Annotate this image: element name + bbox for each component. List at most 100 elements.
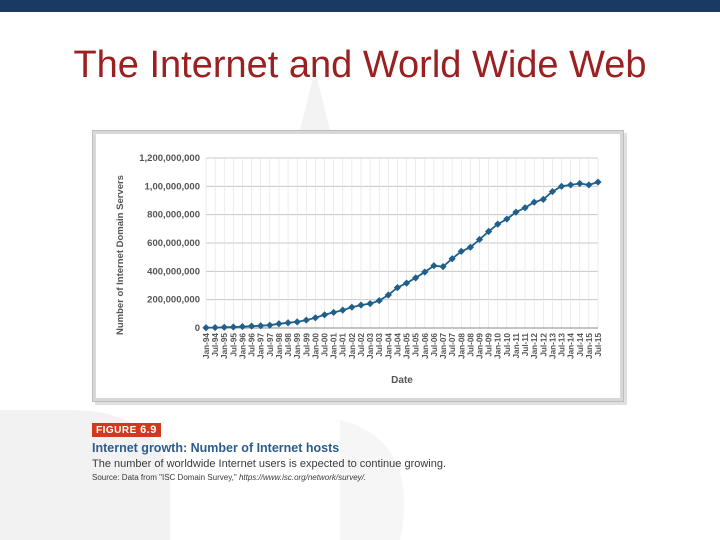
figure-caption: FIGURE 6.9 Internet growth: Number of In… bbox=[92, 420, 652, 482]
chart-frame: 0 200,000,000 400,000,000 600,000,000 800,00… bbox=[92, 130, 624, 402]
x-tick-label: Jul-11 bbox=[521, 333, 530, 357]
x-tick-label: Jan-01 bbox=[330, 333, 339, 359]
data-point bbox=[530, 198, 538, 206]
data-point bbox=[494, 220, 502, 228]
figure-source-prefix: Source: Data from "ISC Domain Survey," bbox=[92, 473, 237, 482]
x-tick-label: Jul-94 bbox=[211, 333, 220, 357]
slide-title: The Internet and World Wide Web bbox=[73, 44, 647, 86]
data-point bbox=[320, 311, 329, 319]
data-point bbox=[339, 306, 347, 314]
data-point bbox=[330, 308, 338, 317]
x-tick-label: Jan-98 bbox=[275, 333, 284, 359]
x-tick-label: Jul-06 bbox=[430, 333, 439, 357]
y-tick-label: 0 bbox=[195, 323, 200, 334]
x-tick-label: Jul-02 bbox=[357, 333, 366, 357]
x-tick-label: Jul-98 bbox=[284, 333, 293, 357]
data-point bbox=[247, 322, 256, 330]
y-tick-label: 1,00,000,000 bbox=[145, 181, 200, 192]
figure-source: Source: Data from "ISC Domain Survey," h… bbox=[92, 473, 652, 482]
data-point bbox=[284, 319, 292, 327]
x-tick-label: Jul-96 bbox=[248, 333, 257, 357]
top-bar bbox=[0, 0, 720, 12]
x-tick-label: Jan-07 bbox=[439, 333, 448, 359]
x-tick-label: Jul-07 bbox=[448, 333, 457, 357]
data-point bbox=[293, 318, 301, 326]
y-tick-label: 600,000,000 bbox=[147, 238, 200, 249]
x-tick-label: Jul-15 bbox=[594, 333, 603, 357]
x-tick-label: Jul-14 bbox=[576, 333, 585, 357]
data-point bbox=[393, 284, 402, 292]
x-tick-label: Jul-10 bbox=[503, 333, 512, 357]
figure-description: The number of worldwide Internet users i… bbox=[92, 458, 447, 470]
x-tick-label: Jan-96 bbox=[238, 333, 247, 359]
data-point bbox=[521, 204, 529, 212]
x-tick-label: Jul-09 bbox=[485, 333, 494, 357]
x-tick-label: Jul-01 bbox=[339, 333, 348, 357]
line-chart: 0 200,000,000 400,000,000 600,000,000 800,00… bbox=[115, 153, 603, 386]
x-tick-label: Jul-97 bbox=[266, 333, 275, 357]
data-point bbox=[348, 303, 356, 311]
x-tick-label: Jan-03 bbox=[366, 333, 375, 359]
data-point bbox=[485, 227, 493, 236]
data-point bbox=[585, 181, 593, 189]
x-tick-label: Jul-04 bbox=[393, 333, 402, 357]
x-tick-label: Jul-12 bbox=[539, 333, 548, 357]
x-tick-label: Jan-05 bbox=[403, 333, 412, 359]
y-tick-label: 400,000,000 bbox=[147, 266, 200, 277]
x-tick-label: Jan-04 bbox=[384, 333, 393, 359]
data-point bbox=[229, 323, 237, 331]
series-line bbox=[205, 181, 599, 329]
data-point bbox=[594, 178, 602, 186]
figure-number: 6.9 bbox=[140, 424, 157, 436]
data-point bbox=[512, 208, 520, 216]
y-tick-label: 1,200,000,000 bbox=[139, 153, 200, 164]
x-tick-label: Jul-13 bbox=[558, 333, 567, 357]
data-point bbox=[238, 322, 247, 331]
x-tick-label: Jan-00 bbox=[311, 333, 320, 359]
figure-badge: FIGURE 6.9 bbox=[92, 423, 161, 437]
data-point bbox=[311, 314, 319, 322]
x-tick-label: Jan-15 bbox=[585, 333, 594, 359]
data-point bbox=[539, 195, 547, 203]
data-point bbox=[302, 316, 310, 324]
x-tick-label: Jul-08 bbox=[466, 333, 475, 357]
data-point bbox=[439, 263, 447, 271]
data-point bbox=[457, 247, 465, 255]
data-point bbox=[402, 279, 411, 287]
x-tick-label: Jan-11 bbox=[512, 333, 521, 359]
data-point bbox=[548, 187, 557, 196]
x-tick-label: Jan-06 bbox=[421, 333, 430, 359]
figure-title: Internet growth: Number of Internet host… bbox=[92, 441, 340, 455]
x-tick-label: Jan-13 bbox=[548, 333, 557, 359]
figure-source-url: https://www.isc.org/network/survey/. bbox=[238, 473, 367, 482]
x-tick-label: Jan-99 bbox=[293, 333, 302, 359]
x-tick-label: Jan-02 bbox=[348, 333, 357, 359]
x-tick-label: Jul-95 bbox=[229, 333, 238, 357]
x-tick-label: Jan-97 bbox=[257, 333, 266, 359]
x-tick-label: Jan-10 bbox=[494, 333, 503, 359]
x-tick-label: Jan-94 bbox=[202, 333, 211, 359]
x-tick-label: Jul-05 bbox=[412, 333, 421, 357]
data-point bbox=[220, 323, 228, 331]
data-point bbox=[567, 181, 575, 189]
x-tick-label: Jul-00 bbox=[321, 333, 330, 357]
data-point bbox=[257, 322, 265, 330]
data-point bbox=[211, 323, 219, 332]
y-tick-label: 800,000,000 bbox=[147, 210, 200, 221]
data-point bbox=[202, 324, 210, 332]
data-point bbox=[557, 182, 566, 190]
y-axis-title: Number of Internet Domain Servers bbox=[115, 175, 126, 335]
x-tick-label: Jan-08 bbox=[457, 333, 466, 359]
x-tick-label: Jan-14 bbox=[567, 333, 576, 359]
data-point bbox=[375, 297, 383, 305]
data-point bbox=[576, 179, 584, 188]
y-tick-label: 200,000,000 bbox=[147, 295, 200, 306]
data-point bbox=[466, 243, 474, 251]
data-point bbox=[357, 301, 365, 309]
data-point bbox=[475, 235, 484, 244]
x-tick-label: Jan-95 bbox=[220, 333, 229, 359]
figure-label: FIGURE bbox=[96, 425, 137, 436]
x-axis-title: Date bbox=[391, 375, 413, 386]
x-tick-label: Jul-99 bbox=[302, 333, 311, 357]
